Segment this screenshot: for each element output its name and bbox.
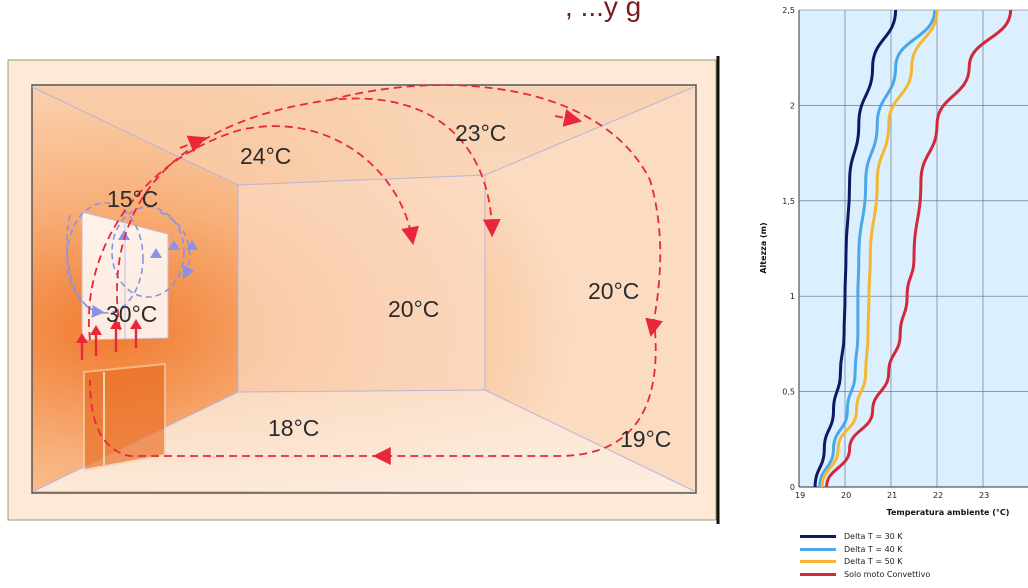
legend-item: Delta T = 40 K	[800, 544, 1020, 555]
legend-swatch	[800, 560, 836, 563]
series-line	[818, 9, 937, 488]
chart-series	[813, 9, 1013, 488]
legend-swatch	[800, 547, 836, 551]
y-tick-label: 2	[790, 101, 795, 110]
series-line	[813, 9, 898, 488]
legend-item: Delta T = 50 K	[800, 556, 1020, 567]
legend-label: Delta T = 40 K	[844, 544, 903, 554]
legend-item: Solo moto Convettivo	[800, 569, 1020, 580]
legend-label: Delta T = 30 K	[844, 532, 903, 541]
convection-loops	[88, 84, 663, 465]
y-axis-label: Altezza (m)	[759, 222, 768, 273]
warm-air-rising	[80, 326, 138, 360]
chart-grid	[798, 9, 1028, 488]
cold-air-arrows	[118, 230, 198, 258]
legend-swatch	[800, 572, 836, 576]
legend-label: Solo moto Convettivo	[844, 569, 931, 579]
clipped-header-text: , ...y g	[565, 0, 642, 22]
chart-legend: Delta T = 30 K Delta T = 40 K Delta T = 50…	[800, 531, 1020, 581]
x-tick-labels: 19202122232	[795, 491, 989, 500]
x-tick-label: 20	[841, 491, 851, 500]
series-line	[820, 9, 939, 488]
x-tick-label: 23	[979, 491, 989, 500]
y-tick-label: 1,5	[782, 197, 795, 206]
cold-air-flow	[66, 202, 195, 318]
y-tick-label: 0	[790, 483, 795, 492]
temp-label-24: 24°C	[240, 143, 291, 169]
y-tick-label: 1	[790, 292, 795, 301]
floor	[34, 390, 694, 491]
temp-label-20-right: 20°C	[588, 278, 639, 304]
temp-label-19: 19°C	[620, 426, 671, 452]
x-tick-label: 19	[795, 491, 805, 500]
legend-swatch	[800, 535, 836, 538]
temp-label-30: 30°C	[106, 301, 157, 327]
y-tick-label: 0,5	[782, 388, 795, 397]
temp-label-20-center: 20°C	[388, 296, 439, 322]
x-tick-label: 22	[933, 491, 943, 500]
legend-label: Delta T = 50 K	[844, 557, 903, 566]
temp-label-15: 15°C	[107, 186, 158, 212]
legend-item: Delta T = 30 K	[800, 531, 1020, 542]
series-line	[825, 9, 1013, 488]
ceiling	[32, 87, 694, 185]
temp-label-18: 18°C	[268, 415, 319, 441]
x-tick-label: 21	[887, 491, 897, 500]
back-wall	[238, 175, 485, 392]
perspective-lines	[31, 86, 695, 492]
y-tick-labels: 0 0,5 1 1,5 2 2,5	[782, 6, 795, 492]
temp-label-23: 23°C	[455, 120, 506, 146]
x-axis-label: Temperatura ambiente (°C)	[887, 508, 1010, 517]
y-tick-label: 2,5	[782, 6, 795, 15]
